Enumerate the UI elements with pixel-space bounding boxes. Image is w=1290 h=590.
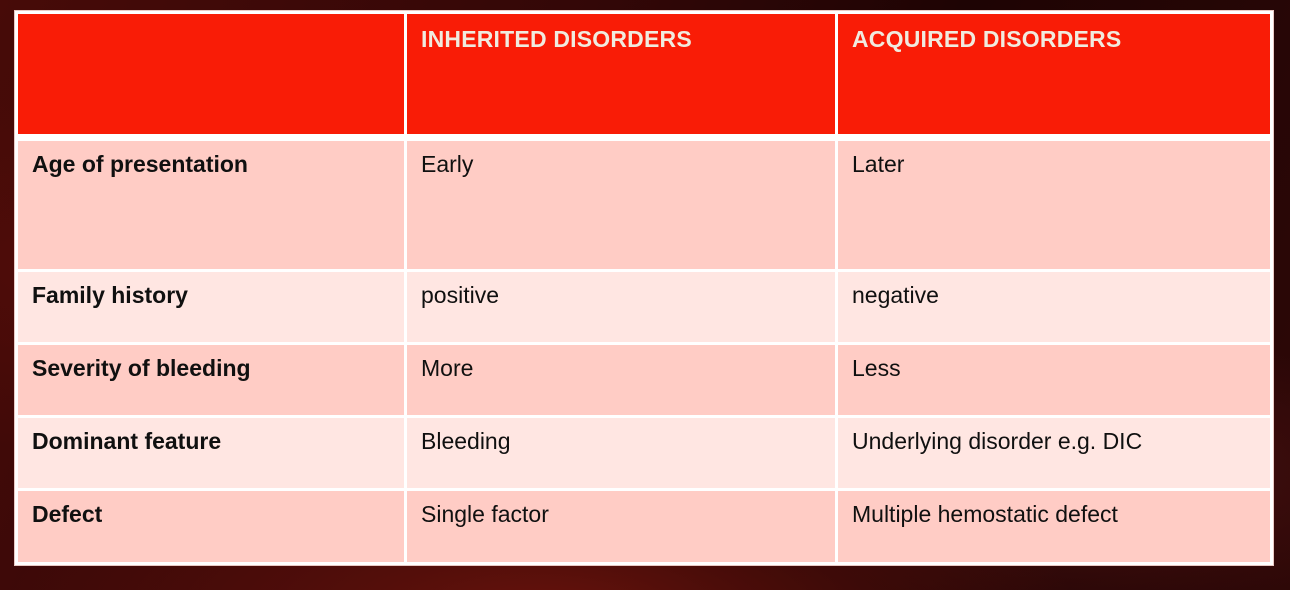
header-cell-inherited-disorders: INHERITED DISORDERS — [407, 14, 835, 138]
cell-acquired-value: Multiple hemostatic defect — [838, 491, 1270, 562]
row-label-age-of-presentation: Age of presentation — [18, 141, 404, 269]
row-label-defect: Defect — [18, 491, 404, 562]
table-row: Dominant feature Bleeding Underlying dis… — [18, 418, 1270, 489]
table-row: Age of presentation Early Later — [18, 141, 1270, 269]
header-cell-acquired-disorders: ACQUIRED DISORDERS — [838, 14, 1270, 138]
comparison-table: INHERITED DISORDERS ACQUIRED DISORDERS A… — [15, 11, 1273, 565]
row-label-severity-of-bleeding: Severity of bleeding — [18, 345, 404, 416]
row-label-family-history: Family history — [18, 271, 404, 343]
table-header: INHERITED DISORDERS ACQUIRED DISORDERS — [18, 14, 1270, 138]
table-row: Severity of bleeding More Less — [18, 345, 1270, 416]
cell-inherited-value: More — [407, 345, 835, 416]
table-row: Defect Single factor Multiple hemostatic… — [18, 491, 1270, 562]
cell-inherited-value: positive — [407, 271, 835, 343]
header-row: INHERITED DISORDERS ACQUIRED DISORDERS — [18, 14, 1270, 138]
cell-acquired-value: Underlying disorder e.g. DIC — [838, 418, 1270, 489]
cell-acquired-value: Later — [838, 141, 1270, 269]
cell-acquired-value: Less — [838, 345, 1270, 416]
cell-inherited-value: Bleeding — [407, 418, 835, 489]
cell-inherited-value: Single factor — [407, 491, 835, 562]
cell-inherited-value: Early — [407, 141, 835, 269]
header-cell-empty — [18, 14, 404, 138]
row-label-dominant-feature: Dominant feature — [18, 418, 404, 489]
table-body: Age of presentation Early Later Family h… — [18, 141, 1270, 562]
table-row: Family history positive negative — [18, 271, 1270, 343]
cell-acquired-value: negative — [838, 271, 1270, 343]
